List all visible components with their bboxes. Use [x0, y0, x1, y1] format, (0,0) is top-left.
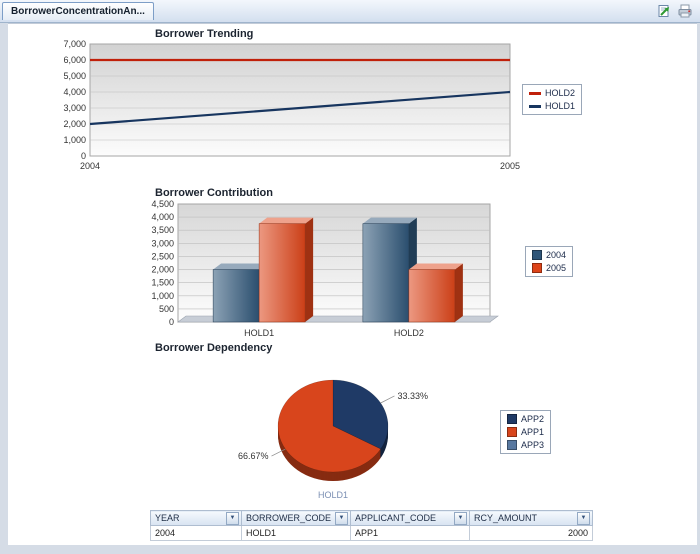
legend-marker [532, 250, 542, 260]
dependency-chart-legend: APP2 APP1 APP3 [500, 410, 552, 454]
column-header-applicant_code[interactable]: APPLICANT_CODE ▼ [350, 510, 471, 526]
svg-text:0: 0 [169, 317, 174, 327]
legend-item-app2: APP2 [507, 414, 544, 424]
chart-title-borrower-contribution: Borrower Contribution [155, 187, 273, 199]
svg-text:66.67%: 66.67% [238, 451, 269, 461]
svg-text:4,000: 4,000 [63, 87, 86, 97]
legend-label: APP1 [521, 427, 545, 437]
svg-text:4,000: 4,000 [151, 212, 174, 222]
column-header-label: RCY_AMOUNT [474, 513, 538, 523]
legend-label: HOLD1 [545, 101, 576, 111]
svg-text:HOLD1: HOLD1 [244, 328, 274, 338]
column-header-year[interactable]: YEAR ▼ [150, 510, 242, 526]
svg-text:500: 500 [159, 304, 174, 314]
svg-text:2,000: 2,000 [63, 119, 86, 129]
dependency-pie-chart: 33.33% 66.67% HOLD1 [238, 379, 428, 500]
legend-marker [529, 91, 541, 95]
svg-text:3,500: 3,500 [151, 225, 174, 235]
svg-text:3,000: 3,000 [63, 103, 86, 113]
legend-item-hold1: HOLD1 [529, 101, 575, 111]
table-cell: 2000 [469, 525, 594, 541]
contribution-bar-chart: 0 500 1,000 1,500 2,000 2,500 3,000 3,500 4,000 4… [151, 199, 499, 338]
trending-line-chart: 0 1,000 2,000 3,000 4,000 5,000 6,000 7,000 2004… [63, 39, 520, 171]
column-dropdown-icon[interactable]: ▼ [577, 511, 591, 525]
svg-text:2,500: 2,500 [151, 251, 174, 261]
legend-marker [507, 427, 517, 437]
legend-item-hold2: HOLD2 [529, 88, 575, 98]
trending-chart-legend: HOLD2 HOLD1 [522, 84, 583, 115]
column-header-label: BORROWER_CODE [246, 513, 332, 523]
svg-text:1,500: 1,500 [151, 278, 174, 288]
svg-text:2005: 2005 [500, 161, 520, 171]
report-canvas: Borrower Trending 0 1,000 2,000 3,000 4,000 5… [8, 23, 697, 545]
legend-item-2004: 2004 [532, 250, 566, 260]
tab-borrower-concentration-analysis[interactable]: BorrowerConcentrationAn... [2, 2, 154, 20]
svg-text:33.33%: 33.33% [397, 391, 428, 401]
legend-label: APP2 [521, 414, 545, 424]
svg-text:1,000: 1,000 [63, 135, 86, 145]
chart-title-borrower-dependency: Borrower Dependency [155, 342, 273, 354]
legend-item-2005: 2005 [532, 263, 566, 273]
legend-label: HOLD2 [545, 88, 576, 98]
svg-text:7,000: 7,000 [63, 39, 86, 49]
toolbar-icons [656, 3, 693, 19]
legend-marker [529, 104, 541, 108]
legend-label: 2004 [546, 250, 567, 260]
legend-marker [507, 440, 517, 450]
column-dropdown-icon[interactable]: ▼ [335, 511, 349, 525]
table-header-row: YEAR ▼ BORROWER_CODE ▼ APPLICANT_CODE ▼ RCY_AM… [150, 510, 594, 526]
svg-text:3,000: 3,000 [151, 238, 174, 248]
legend-item-app1: APP1 [507, 427, 544, 437]
export-icon[interactable] [656, 3, 672, 19]
svg-text:0: 0 [81, 151, 86, 161]
svg-text:HOLD1: HOLD1 [318, 490, 348, 500]
svg-text:4,500: 4,500 [151, 199, 174, 209]
column-dropdown-icon[interactable]: ▼ [454, 511, 468, 525]
legend-item-app3: APP3 [507, 440, 544, 450]
chart-title-borrower-trending: Borrower Trending [155, 28, 254, 40]
legend-label: 2005 [546, 263, 567, 273]
table-cell: HOLD1 [240, 525, 352, 541]
tab-bar: BorrowerConcentrationAn... [0, 0, 700, 23]
svg-text:2004: 2004 [80, 161, 100, 171]
svg-text:5,000: 5,000 [63, 71, 86, 81]
legend-marker [532, 263, 542, 273]
legend-marker [507, 414, 517, 424]
table-row[interactable]: 2004 HOLD1 APP1 2000 [150, 525, 594, 541]
column-header-borrower_code[interactable]: BORROWER_CODE ▼ [240, 510, 352, 526]
table-cell: APP1 [350, 525, 471, 541]
column-header-label: YEAR [155, 513, 180, 523]
table-cell: 2004 [150, 525, 242, 541]
contribution-chart-legend: 2004 2005 [525, 246, 574, 277]
legend-label: APP3 [521, 440, 545, 450]
svg-text:1,000: 1,000 [151, 291, 174, 301]
column-dropdown-icon[interactable]: ▼ [226, 511, 239, 525]
svg-text:6,000: 6,000 [63, 55, 86, 65]
results-table: YEAR ▼ BORROWER_CODE ▼ APPLICANT_CODE ▼ RCY_AM… [150, 510, 594, 541]
column-header-rcy_amount[interactable]: RCY_AMOUNT ▼ [469, 510, 594, 526]
svg-text:2,000: 2,000 [151, 265, 174, 275]
column-header-label: APPLICANT_CODE [355, 513, 437, 523]
print-icon[interactable] [677, 3, 693, 19]
svg-text:HOLD2: HOLD2 [394, 328, 424, 338]
